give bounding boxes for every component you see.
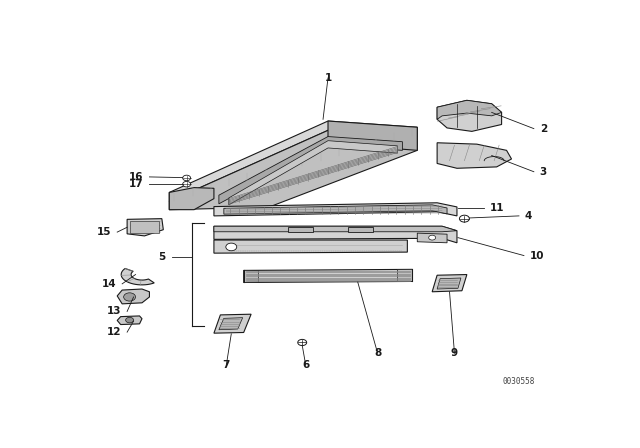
Polygon shape <box>121 268 154 285</box>
Polygon shape <box>214 314 251 333</box>
Polygon shape <box>117 316 142 324</box>
Text: 2: 2 <box>540 124 547 134</box>
Text: 6: 6 <box>302 360 309 370</box>
Text: 12: 12 <box>107 327 121 337</box>
Polygon shape <box>224 205 447 214</box>
Circle shape <box>298 340 307 345</box>
Text: 1: 1 <box>324 73 332 83</box>
Polygon shape <box>214 240 408 253</box>
Polygon shape <box>219 318 243 330</box>
Polygon shape <box>328 121 417 151</box>
Polygon shape <box>169 188 214 210</box>
Text: 3: 3 <box>540 167 547 177</box>
Text: 17: 17 <box>129 179 143 189</box>
Polygon shape <box>432 275 467 292</box>
Polygon shape <box>219 137 403 204</box>
Polygon shape <box>214 226 457 243</box>
Polygon shape <box>244 271 259 283</box>
Text: 13: 13 <box>107 306 121 316</box>
Text: 16: 16 <box>129 172 143 182</box>
Text: 10: 10 <box>530 250 545 261</box>
Text: 11: 11 <box>490 203 505 213</box>
Polygon shape <box>214 203 457 216</box>
Text: 0030558: 0030558 <box>503 377 535 386</box>
Polygon shape <box>169 130 417 210</box>
Polygon shape <box>397 269 412 281</box>
Polygon shape <box>229 141 397 205</box>
Polygon shape <box>437 100 502 131</box>
Polygon shape <box>244 269 412 283</box>
Circle shape <box>182 181 191 187</box>
Bar <box>129 221 159 233</box>
Text: 14: 14 <box>102 279 116 289</box>
Polygon shape <box>117 289 150 304</box>
Polygon shape <box>127 219 163 236</box>
Circle shape <box>226 243 237 251</box>
Circle shape <box>460 215 469 222</box>
Polygon shape <box>437 143 511 168</box>
Polygon shape <box>169 121 417 202</box>
Text: 7: 7 <box>223 360 230 370</box>
Text: 8: 8 <box>374 348 381 358</box>
Circle shape <box>124 293 136 301</box>
Polygon shape <box>348 227 372 232</box>
Polygon shape <box>214 226 457 232</box>
Polygon shape <box>288 227 313 232</box>
Circle shape <box>429 235 436 240</box>
Text: 4: 4 <box>525 211 532 221</box>
Polygon shape <box>437 100 502 119</box>
Circle shape <box>125 317 134 323</box>
Polygon shape <box>417 233 447 243</box>
Text: 5: 5 <box>159 252 166 262</box>
Text: 9: 9 <box>451 348 458 358</box>
Text: 15: 15 <box>97 227 111 237</box>
Circle shape <box>182 175 191 181</box>
Polygon shape <box>437 278 461 289</box>
